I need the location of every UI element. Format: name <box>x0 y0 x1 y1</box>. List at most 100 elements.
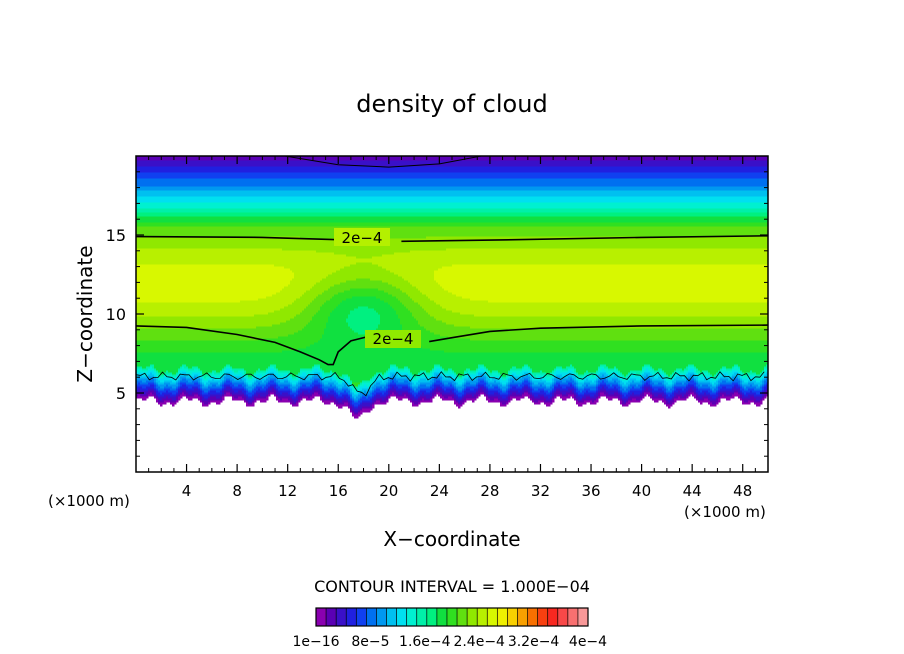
density-cell <box>248 190 251 197</box>
density-cell <box>244 186 247 191</box>
density-cell <box>246 226 249 237</box>
density-cell <box>140 264 143 303</box>
density-cell <box>348 202 351 209</box>
density-cell <box>366 202 369 209</box>
density-cell <box>368 216 371 223</box>
density-cell <box>218 400 221 405</box>
density-cell <box>236 398 239 401</box>
density-cell <box>262 314 265 327</box>
density-cell <box>250 156 253 161</box>
density-cell <box>334 386 337 391</box>
density-cell <box>256 264 259 301</box>
density-cell <box>348 390 351 395</box>
density-cell <box>238 196 241 203</box>
density-cell <box>196 196 199 203</box>
density-cell <box>138 388 141 393</box>
density-cell <box>268 222 271 227</box>
density-cell <box>246 216 249 223</box>
density-cell <box>218 388 221 393</box>
density-cell <box>362 400 365 403</box>
density-cell <box>370 380 373 385</box>
density-cell <box>298 208 301 213</box>
density-cell <box>286 166 289 173</box>
density-cell <box>170 316 173 329</box>
density-cell <box>288 374 291 377</box>
density-cell <box>164 386 167 389</box>
density-cell <box>272 374 275 379</box>
density-cell <box>354 414 357 419</box>
density-cell <box>324 252 327 279</box>
density-cell <box>312 250 315 287</box>
density-cell <box>280 166 283 173</box>
density-cell <box>228 264 231 303</box>
density-cell <box>344 290 347 301</box>
density-cell <box>176 166 179 173</box>
density-cell <box>146 226 149 237</box>
density-cell <box>200 172 203 179</box>
density-cell <box>270 366 273 369</box>
density-cell <box>226 172 229 179</box>
density-cell <box>226 302 229 317</box>
density-cell <box>266 236 269 249</box>
density-cell <box>158 376 161 379</box>
density-cell <box>358 382 361 385</box>
density-cell <box>312 212 315 217</box>
density-cell <box>334 172 337 179</box>
density-cell <box>276 266 279 293</box>
density-cell <box>334 216 337 223</box>
density-cell <box>300 374 303 377</box>
density-cell <box>264 378 267 381</box>
density-cell <box>222 302 225 317</box>
density-cell <box>260 186 263 191</box>
density-cell <box>212 156 215 161</box>
density-cell <box>208 264 211 303</box>
density-cell <box>350 212 353 217</box>
density-cell <box>246 248 249 265</box>
density-cell <box>292 208 295 213</box>
density-cell <box>296 388 299 391</box>
density-cell <box>266 186 269 191</box>
density-cell <box>212 370 215 373</box>
density-cell <box>204 178 207 187</box>
density-cell <box>190 226 193 237</box>
density-cell <box>288 388 291 391</box>
density-cell <box>200 302 203 317</box>
density-cell <box>208 392 211 397</box>
density-cell <box>146 378 149 381</box>
density-cell <box>366 306 369 335</box>
density-cell <box>164 400 167 405</box>
density-cell <box>220 370 223 373</box>
density-cell <box>266 376 269 379</box>
density-cell <box>272 294 275 313</box>
density-cell <box>362 406 365 409</box>
density-cell <box>152 166 155 173</box>
density-cell <box>308 386 311 389</box>
density-cell <box>160 394 163 397</box>
density-cell <box>310 186 313 191</box>
density-cell <box>276 160 279 167</box>
density-cell <box>220 196 223 203</box>
density-cell <box>320 172 323 179</box>
density-cell <box>318 196 321 203</box>
density-cell <box>164 178 167 187</box>
density-cell <box>276 178 279 187</box>
density-cell <box>188 316 191 329</box>
density-cell <box>198 172 201 179</box>
density-cell <box>314 378 317 381</box>
density-cell <box>180 248 183 265</box>
density-cell <box>430 398 433 403</box>
density-cell <box>248 166 251 173</box>
density-cell <box>366 216 369 223</box>
density-cell <box>270 160 273 167</box>
density-cell <box>182 248 185 265</box>
density-cell <box>262 390 265 393</box>
density-cell <box>170 216 173 223</box>
density-cell <box>242 212 245 217</box>
density-cell <box>364 178 367 187</box>
density-cell <box>250 352 253 377</box>
density-cell <box>166 328 169 341</box>
density-cell <box>274 310 277 325</box>
density-cell <box>346 212 349 217</box>
density-cell <box>246 178 249 187</box>
density-cell <box>222 384 225 389</box>
